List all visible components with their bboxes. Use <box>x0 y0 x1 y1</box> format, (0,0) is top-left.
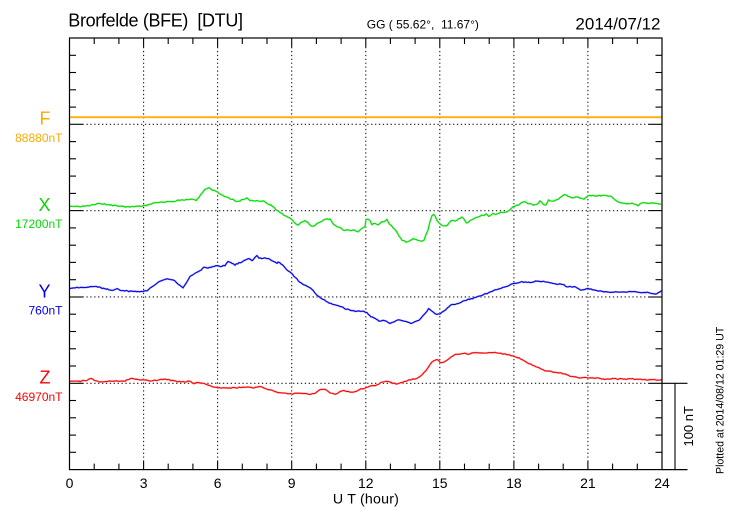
svg-text:12: 12 <box>358 475 374 491</box>
svg-text:Plotted at 2014/08/12 01:29 UT: Plotted at 2014/08/12 01:29 UT <box>715 326 727 474</box>
svg-text:17200nT: 17200nT <box>15 217 63 231</box>
svg-text:0: 0 <box>66 475 74 491</box>
svg-text:X: X <box>38 195 50 215</box>
svg-text:GG ( 55.62°, 11.67°): GG ( 55.62°, 11.67°) <box>367 18 479 32</box>
svg-text:Y: Y <box>38 281 50 301</box>
svg-text:2014/07/12: 2014/07/12 <box>575 15 660 34</box>
svg-text:21: 21 <box>580 475 596 491</box>
svg-text:760nT: 760nT <box>28 304 63 318</box>
svg-text:15: 15 <box>432 475 448 491</box>
svg-text:100 nT: 100 nT <box>681 406 696 447</box>
svg-text:3: 3 <box>140 475 148 491</box>
svg-text:Brorfelde (BFE) [DTU]: Brorfelde (BFE) [DTU] <box>68 10 242 30</box>
svg-text:9: 9 <box>288 475 296 491</box>
svg-text:88880nT: 88880nT <box>15 131 63 145</box>
svg-text:18: 18 <box>506 475 522 491</box>
svg-text:24: 24 <box>654 475 670 491</box>
svg-text:U T (hour): U T (hour) <box>333 492 399 508</box>
svg-text:F: F <box>40 109 51 129</box>
svg-text:6: 6 <box>214 475 222 491</box>
svg-text:46970nT: 46970nT <box>15 390 63 404</box>
svg-text:Z: Z <box>40 368 51 388</box>
